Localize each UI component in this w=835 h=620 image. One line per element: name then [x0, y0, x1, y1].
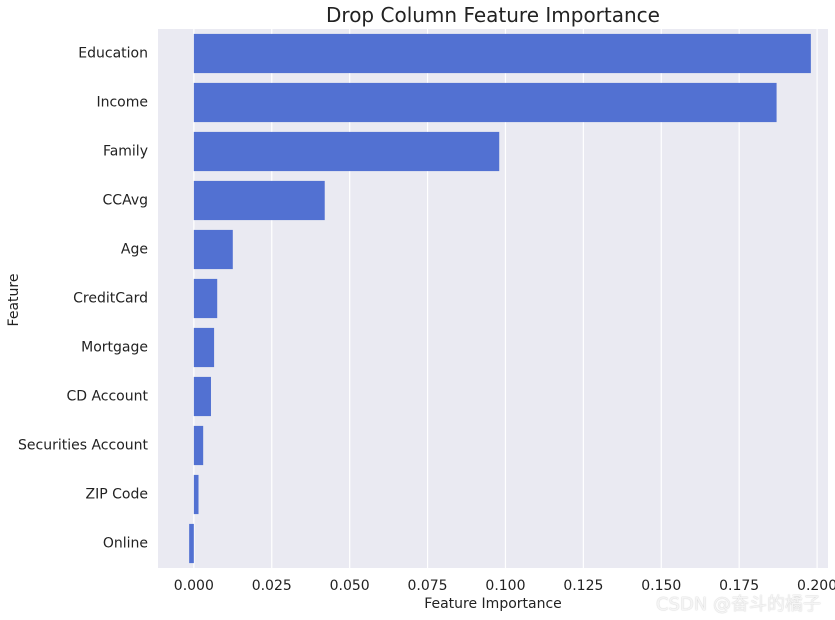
y-tick-label: ZIP Code — [86, 487, 148, 503]
y-tick-label: Securities Account — [18, 438, 148, 454]
bar-mortgage — [193, 327, 215, 368]
watermark: CSDN @奋斗的橘子 — [655, 594, 821, 615]
x-tick-label: 0.050 — [330, 578, 370, 594]
y-tick-label: CreditCard — [73, 291, 148, 307]
bar-zip-code — [193, 474, 199, 515]
x-tick-label: 0.000 — [174, 578, 214, 594]
y-tick-label: Income — [96, 95, 148, 111]
y-axis-label: Feature — [6, 273, 22, 327]
bar-age — [193, 229, 233, 270]
x-tick-label: 0.175 — [719, 578, 759, 594]
bar-online — [189, 523, 194, 564]
bar-securities-account — [193, 425, 204, 466]
bar-family — [193, 131, 500, 172]
bar-ccavg — [193, 180, 325, 221]
bar-education — [193, 33, 811, 74]
x-tick-label: 0.100 — [485, 578, 525, 594]
y-tick-label: Mortgage — [81, 340, 148, 356]
y-tick-label: Age — [121, 242, 148, 258]
x-axis-label: Feature Importance — [424, 596, 562, 612]
chart-title: Drop Column Feature Importance — [326, 3, 660, 27]
x-tick-label: 0.200 — [797, 578, 835, 594]
y-tick-label: Family — [103, 144, 148, 160]
x-tick-label: 0.125 — [563, 578, 603, 594]
bar-cd-account — [193, 376, 211, 417]
bar-income — [193, 82, 777, 123]
y-tick-label: Education — [78, 46, 148, 62]
bar-creditcard — [193, 278, 218, 319]
x-tick-label: 0.025 — [252, 578, 292, 594]
y-tick-label: CCAvg — [103, 193, 148, 209]
x-tick-label: 0.075 — [408, 578, 448, 594]
x-tick-label: 0.150 — [641, 578, 681, 594]
y-tick-label: CD Account — [66, 389, 148, 405]
y-tick-label: Online — [103, 536, 148, 552]
